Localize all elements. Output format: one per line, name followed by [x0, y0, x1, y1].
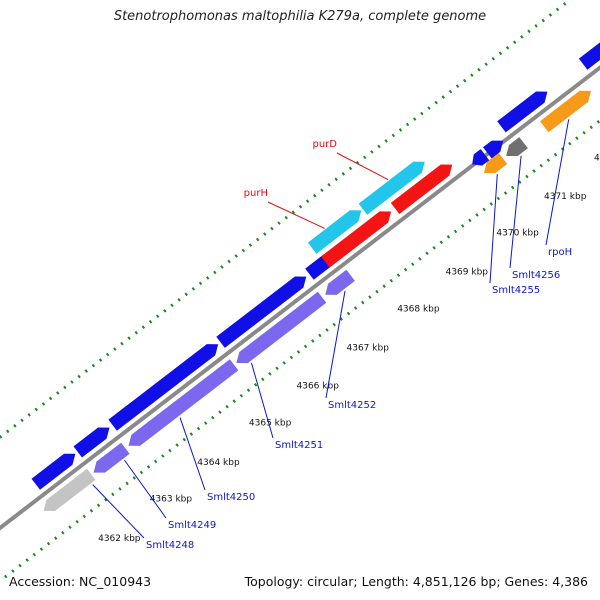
- cds-4: [216, 276, 307, 348]
- purH-red: [321, 211, 392, 268]
- inner-dotted-guide: [0, 118, 600, 583]
- gene-label: purH: [244, 188, 268, 199]
- label-leader: [545, 119, 570, 246]
- tick-label: 4364 kbp: [197, 458, 240, 468]
- cds-3: [108, 344, 219, 431]
- label-leader: [250, 362, 274, 439]
- gene-label: Smlt4250: [207, 492, 255, 503]
- purD-gene: [358, 161, 425, 215]
- outer-dotted-guide: [0, 0, 573, 440]
- tick-label: 4368 kbp: [397, 304, 440, 314]
- label-leader: [509, 155, 522, 269]
- gene-label: Smlt4251: [275, 440, 323, 451]
- Smlt4249-gene: [93, 442, 130, 473]
- Smlt4255-gene: [483, 152, 508, 174]
- tick-label: 4363 kbp: [150, 494, 193, 504]
- purD-red: [390, 164, 453, 214]
- map-title: Stenotrophomonas maltophilia K279a, comp…: [113, 9, 487, 24]
- gene-label: Smlt4255: [492, 285, 540, 296]
- tick-label: 4362 kbp: [98, 534, 141, 544]
- gene-label: Smlt4252: [328, 400, 376, 411]
- purH-gene: [307, 210, 362, 254]
- label-leader: [336, 152, 389, 181]
- Smlt4251-gene: [236, 291, 327, 364]
- gene-label: purD: [313, 139, 338, 150]
- tick-label: 4367 kbp: [347, 343, 390, 353]
- label-leader: [325, 290, 346, 399]
- genome-backbone: [0, 65, 600, 531]
- tick-label: 4365 kbp: [249, 418, 292, 428]
- label-leader: [489, 174, 498, 284]
- cds-11: [483, 140, 504, 159]
- cds-10: [472, 149, 490, 166]
- gene-label: Smlt4249: [168, 520, 216, 531]
- cds-6: [497, 91, 548, 133]
- rpoH-gene: [540, 90, 591, 133]
- accession-label: Accession: NC_010943: [9, 574, 152, 589]
- gene-label: Smlt4256: [512, 270, 560, 281]
- Smlt4256-gene: [506, 137, 528, 157]
- tick-label: 4369 kbp: [446, 267, 489, 277]
- tick-label: 4370 kbp: [496, 228, 539, 238]
- label-leader: [267, 201, 325, 229]
- label-leader: [179, 417, 206, 491]
- label-leader: [124, 459, 167, 519]
- Smlt4252-gene: [325, 269, 355, 295]
- cds-1: [31, 453, 76, 490]
- tick-label: 4366 kbp: [297, 382, 340, 392]
- gene-label: rpoH: [548, 247, 572, 258]
- cds-7: [578, 42, 600, 70]
- cds-2: [73, 427, 110, 458]
- gene-label: Smlt4248: [146, 540, 194, 551]
- tick-label: 4371 kbp: [544, 192, 587, 202]
- topology-label: Topology: circular; Length: 4,851,126 bp…: [244, 574, 588, 589]
- Smlt4250-gene: [128, 359, 239, 446]
- Smlt4248-gene: [43, 468, 96, 511]
- tick-label: 4372 kbp: [594, 153, 600, 163]
- label-leader: [92, 484, 145, 539]
